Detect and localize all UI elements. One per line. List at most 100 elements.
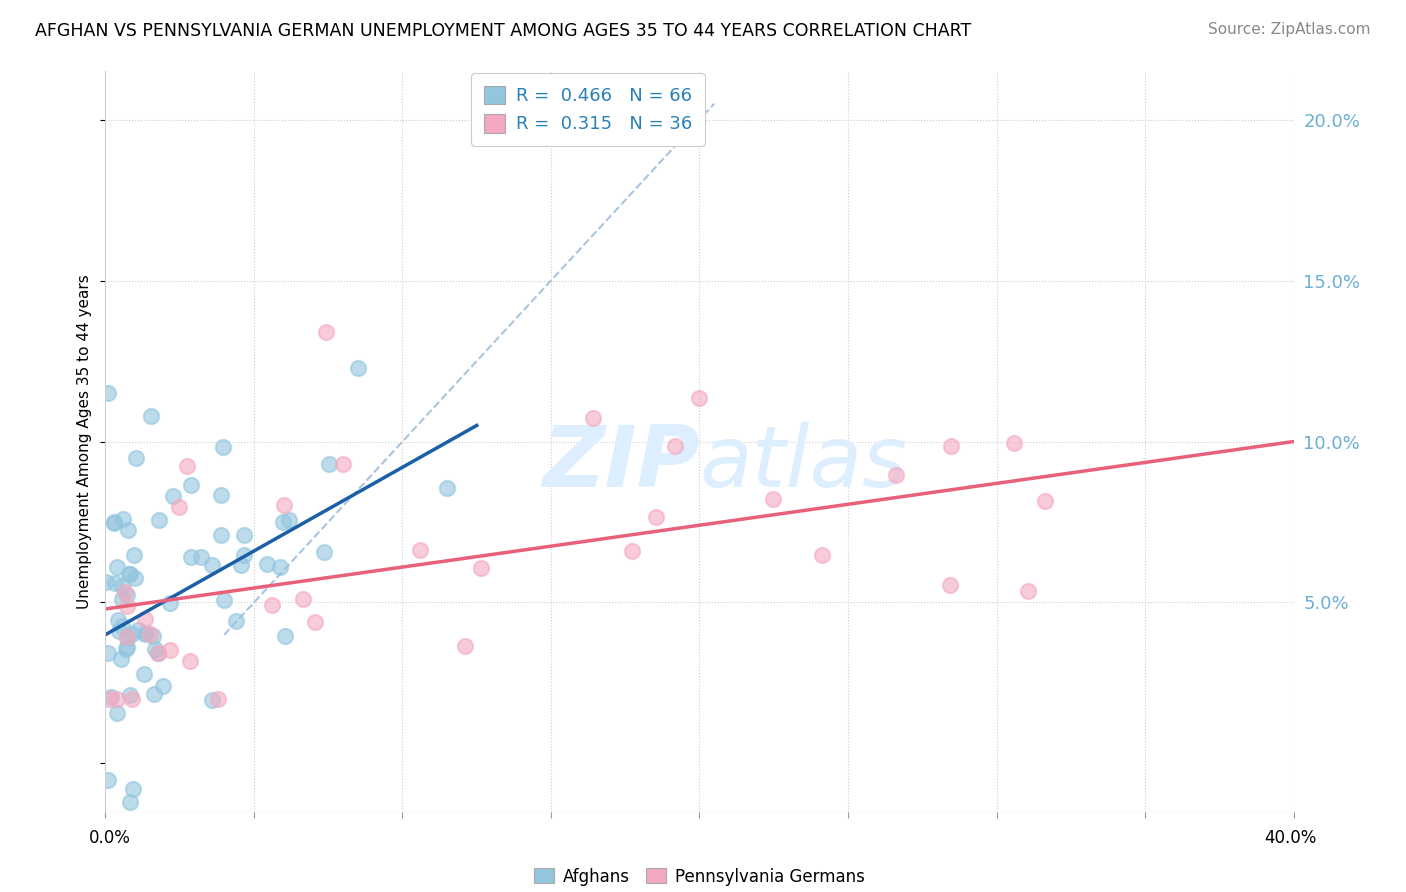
Point: [231, 558, 253, 572]
Text: AFGHAN VS PENNSYLVANIA GERMAN UNEMPLOYMENT AMONG AGES 35 TO 44 YEARS CORRELATION: AFGHAN VS PENNSYLVANIA GERMAN UNEMPLOYME…: [35, 22, 972, 40]
Point: [939, 578, 962, 592]
Point: [269, 559, 291, 574]
Point: [115, 631, 138, 645]
Point: [105, 706, 128, 720]
Point: [120, 795, 142, 809]
Point: [115, 631, 138, 645]
Point: [97, 386, 120, 401]
Point: [122, 549, 145, 563]
Point: [139, 627, 162, 641]
Point: [121, 626, 143, 640]
Text: Source: ZipAtlas.com: Source: ZipAtlas.com: [1208, 22, 1371, 37]
Point: [318, 457, 340, 471]
Point: [190, 550, 212, 565]
Point: [143, 641, 166, 656]
Point: [291, 591, 314, 606]
Point: [108, 624, 131, 638]
Point: [886, 468, 908, 483]
Point: [273, 499, 295, 513]
Point: [664, 439, 686, 453]
Point: [110, 652, 132, 666]
Point: [105, 559, 128, 574]
Point: [162, 489, 184, 503]
Point: [134, 626, 156, 640]
Point: [180, 550, 202, 565]
Point: [117, 566, 139, 581]
Point: [104, 576, 127, 591]
Point: [315, 325, 337, 339]
Point: [225, 614, 247, 628]
Point: [810, 549, 832, 563]
Point: [582, 411, 605, 425]
Point: [688, 391, 710, 405]
Point: [209, 487, 232, 501]
Point: [148, 646, 170, 660]
Point: [332, 457, 354, 471]
Point: [159, 643, 181, 657]
Point: [201, 693, 224, 707]
Point: [1033, 494, 1056, 508]
Point: [409, 543, 432, 558]
Point: [103, 515, 125, 529]
Point: [122, 782, 145, 797]
Point: [97, 772, 120, 787]
Point: [111, 579, 134, 593]
Point: [111, 512, 134, 526]
Text: atlas: atlas: [700, 422, 907, 505]
Point: [132, 667, 155, 681]
Point: [312, 545, 335, 559]
Point: [146, 646, 169, 660]
Point: [645, 510, 668, 524]
Point: [103, 516, 125, 531]
Point: [212, 593, 235, 607]
Y-axis label: Unemployment Among Ages 35 to 44 years: Unemployment Among Ages 35 to 44 years: [77, 274, 93, 609]
Point: [436, 481, 458, 495]
Point: [271, 515, 294, 529]
Point: [97, 646, 120, 660]
Text: ZIP: ZIP: [541, 422, 700, 505]
Point: [470, 561, 492, 575]
Point: [117, 588, 139, 602]
Point: [124, 571, 146, 585]
Point: [212, 440, 235, 454]
Point: [111, 591, 134, 606]
Point: [148, 513, 170, 527]
Text: 0.0%: 0.0%: [89, 829, 131, 847]
Point: [105, 692, 128, 706]
Point: [97, 692, 120, 706]
Point: [256, 557, 278, 571]
Point: [141, 629, 163, 643]
Point: [100, 690, 122, 705]
Point: [115, 642, 138, 657]
Point: [347, 361, 370, 376]
Point: [125, 450, 148, 465]
Point: [179, 654, 201, 668]
Point: [233, 548, 256, 562]
Point: [96, 575, 118, 590]
Point: [273, 629, 295, 643]
Point: [120, 688, 142, 702]
Point: [143, 688, 166, 702]
Point: [135, 626, 157, 640]
Point: [115, 640, 138, 654]
Point: [232, 528, 254, 542]
Point: [260, 599, 283, 613]
Point: [118, 566, 141, 581]
Point: [304, 615, 326, 630]
Point: [111, 619, 134, 633]
Point: [167, 500, 190, 515]
Point: [134, 612, 156, 626]
Point: [152, 679, 174, 693]
Point: [207, 692, 229, 706]
Point: [1017, 583, 1039, 598]
Point: [127, 623, 149, 637]
Point: [121, 692, 143, 706]
Point: [107, 613, 129, 627]
Point: [176, 458, 198, 473]
Point: [454, 640, 477, 654]
Point: [1002, 436, 1025, 450]
Point: [180, 477, 202, 491]
Point: [278, 513, 301, 527]
Point: [159, 597, 181, 611]
Point: [115, 599, 138, 613]
